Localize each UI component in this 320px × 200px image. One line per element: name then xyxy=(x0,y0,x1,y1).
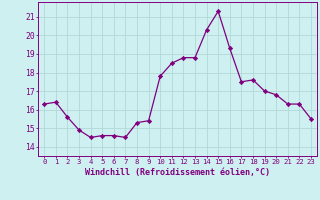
X-axis label: Windchill (Refroidissement éolien,°C): Windchill (Refroidissement éolien,°C) xyxy=(85,168,270,177)
